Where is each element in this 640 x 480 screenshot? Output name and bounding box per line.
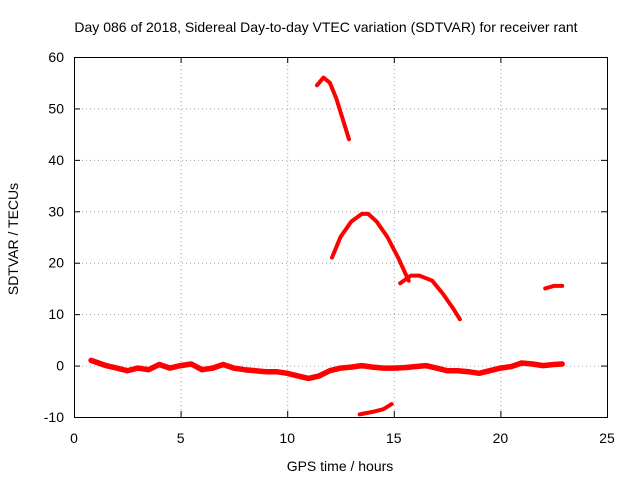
y-axis-label: SDTVAR / TECUs (5, 183, 21, 295)
x-tick-label: 15 (386, 430, 402, 446)
y-tick-label: 10 (48, 306, 64, 322)
series-baseline (88, 357, 565, 382)
x-tick-label: 25 (599, 430, 615, 446)
y-tick-label: 60 (48, 49, 64, 65)
series-arc-5 (543, 283, 565, 291)
series-layer (88, 75, 565, 417)
y-tick-label: 30 (48, 203, 64, 219)
y-tick-labels: -10 0 10 20 30 40 50 60 (44, 49, 64, 425)
x-tick-label: 10 (279, 430, 295, 446)
x-tick-label: 0 (70, 430, 78, 446)
y-tick-label: 20 (48, 255, 64, 271)
y-tick-label: 0 (56, 358, 64, 374)
y-tick-label: 50 (48, 100, 64, 116)
chart-title: Day 086 of 2018, Sidereal Day-to-day VTE… (74, 19, 577, 35)
y-tick-label: -10 (44, 409, 64, 425)
x-tick-labels: 0 5 10 15 20 25 (70, 430, 615, 446)
y-tick-label: 40 (48, 152, 64, 168)
series-arc-3 (398, 273, 462, 322)
series-arc-1 (315, 75, 351, 142)
plot-frame (74, 57, 608, 418)
x-axis-label: GPS time / hours (287, 458, 394, 474)
series-arc-4 (357, 402, 394, 417)
series-arc-2 (330, 211, 411, 283)
x-tick-label: 5 (177, 430, 185, 446)
x-tick-label: 20 (493, 430, 509, 446)
axis-ticks (74, 57, 608, 418)
